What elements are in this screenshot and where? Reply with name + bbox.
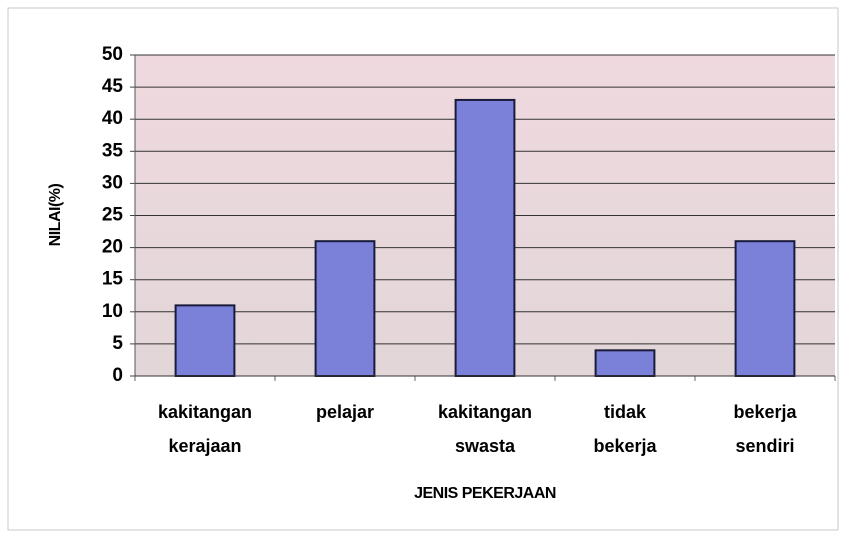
y-tick-label: 15 [102, 269, 124, 290]
y-tick-label: 0 [112, 365, 123, 386]
y-tick-label: 20 [102, 237, 123, 258]
x-axis-title: JENIS PEKERJAAN [414, 485, 556, 502]
y-tick-label: 5 [112, 333, 123, 354]
x-tick-label: kakitangan [438, 402, 532, 422]
x-tick-label: tidak [604, 402, 647, 422]
y-tick-label: 30 [102, 172, 123, 193]
x-tick-label: bekerja [733, 402, 797, 422]
bar [734, 240, 796, 377]
y-tick-label: 45 [102, 76, 124, 97]
y-axis-title: NILAI(%) [47, 184, 64, 247]
bar [314, 240, 376, 377]
bar [454, 98, 516, 377]
bar [174, 304, 236, 378]
x-tick-label: kakitangan [158, 402, 252, 422]
y-tick-label: 25 [102, 205, 124, 226]
x-tick-label: swasta [455, 436, 516, 456]
x-tick-label: bekerja [593, 436, 657, 456]
y-tick-label: 35 [102, 140, 124, 161]
bar [594, 349, 656, 378]
y-tick-label: 50 [102, 44, 123, 65]
x-tick-label: sendiri [735, 436, 794, 456]
y-tick-label: 40 [102, 108, 123, 129]
y-tick-label: 10 [102, 301, 123, 322]
x-tick-label: kerajaan [168, 436, 241, 456]
x-tick-label: pelajar [316, 402, 374, 422]
